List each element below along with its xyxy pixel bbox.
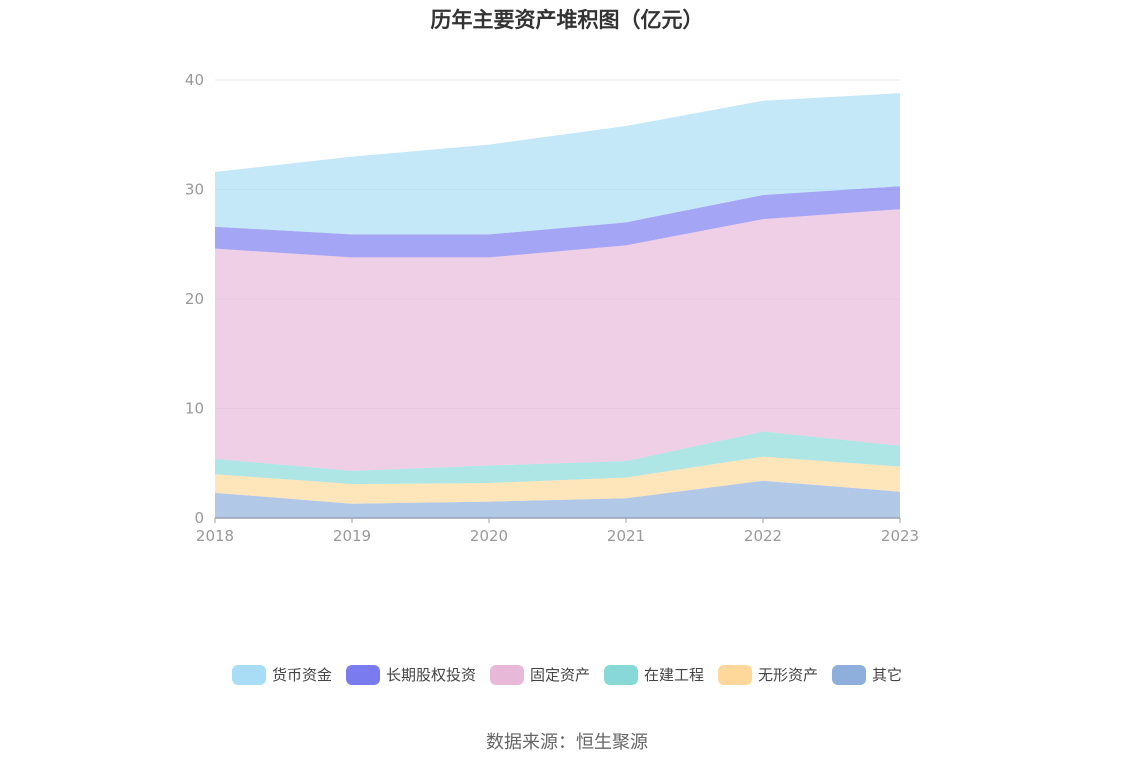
x-tick-label: 2021 (607, 527, 645, 545)
legend-swatch (345, 664, 380, 685)
y-tick-label: 10 (185, 400, 204, 418)
area-长期股权投资 (215, 186, 900, 258)
x-tick-label: 2022 (744, 527, 782, 545)
y-tick-label: 40 (185, 71, 204, 89)
area-其它 (215, 480, 900, 518)
x-tick-label: 2020 (470, 527, 508, 545)
x-tick-label: 2018 (196, 527, 234, 545)
legend-item[interactable]: 其它 (832, 664, 902, 685)
area-无形资产 (215, 456, 900, 504)
legend-item[interactable]: 在建工程 (604, 664, 704, 685)
y-tick-label: 30 (185, 181, 204, 199)
legend-label: 固定资产 (529, 666, 590, 684)
area-固定资产 (215, 209, 900, 471)
x-tick-label: 2023 (881, 527, 919, 545)
legend-label: 其它 (872, 666, 903, 684)
area-在建工程 (215, 431, 900, 485)
legend-swatch (231, 664, 266, 685)
x-tick-label: 2019 (333, 527, 371, 545)
chart-title: 历年主要资产堆积图（亿元） (430, 8, 704, 32)
legend-swatch (604, 664, 638, 685)
legend-item[interactable]: 无形资产 (718, 664, 818, 685)
legend-swatch (489, 664, 524, 685)
data-source: 数据来源：恒生聚源 (486, 732, 648, 753)
y-tick-label: 20 (185, 290, 204, 308)
legend-label: 长期股权投资 (385, 666, 476, 684)
legend-item[interactable]: 长期股权投资 (345, 664, 476, 685)
area-货币资金 (215, 93, 900, 235)
legend-label: 在建工程 (644, 666, 705, 684)
y-tick-label: 0 (194, 509, 204, 527)
legend-swatch (832, 664, 867, 685)
legend-label: 货币资金 (271, 666, 332, 684)
area-series (215, 93, 900, 518)
legend: 货币资金 长期股权投资 固定资产 在建工程 无形资产 其它 (0, 664, 1134, 685)
axes: 2018 2019 2020 2021 2022 2023 (196, 517, 919, 545)
legend-item[interactable]: 货币资金 (231, 664, 332, 685)
legend-label: 无形资产 (758, 666, 819, 684)
legend-swatch (718, 664, 753, 685)
legend-item[interactable]: 固定资产 (489, 664, 590, 685)
